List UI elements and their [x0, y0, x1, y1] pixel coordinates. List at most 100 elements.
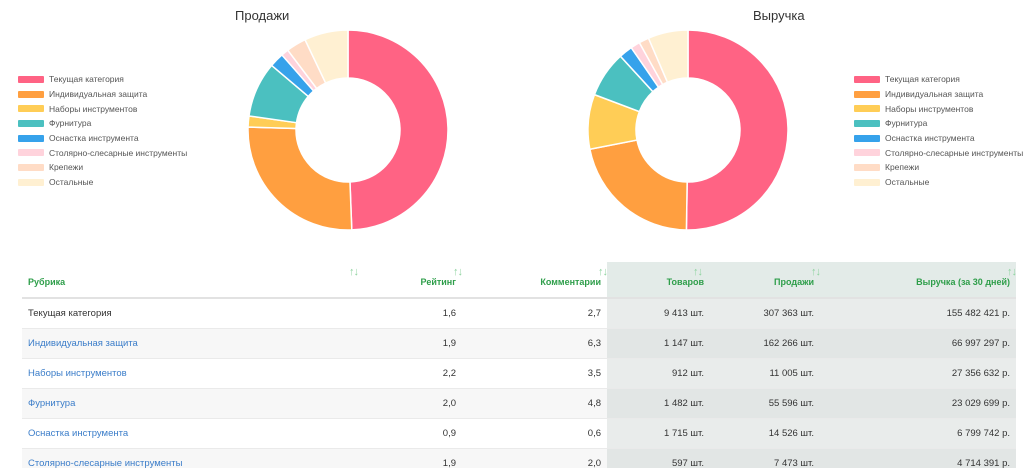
- legend-item[interactable]: Фурнитура: [854, 116, 1023, 131]
- legend-item[interactable]: Наборы инструментов: [854, 101, 1023, 116]
- legend-label: Фурнитура: [49, 118, 92, 129]
- revenue-cell: 4 714 391 р.: [820, 448, 1016, 468]
- comments-cell: 0,6: [462, 418, 607, 449]
- revenue-chart: Выручка Текущая категория Индивидуальная …: [512, 0, 1024, 240]
- column-header-rating[interactable]: Рейтинг ↑↓: [362, 262, 463, 299]
- rubric-cell[interactable]: Наборы инструментов: [22, 358, 362, 389]
- sort-icon[interactable]: ↑↓: [598, 266, 608, 278]
- legend-item[interactable]: Крепежи: [854, 160, 1023, 175]
- legend-item[interactable]: Фурнитура: [18, 116, 187, 131]
- legend-swatch: [18, 149, 44, 157]
- comments-cell: 2,0: [462, 448, 607, 468]
- table-body: Текущая категория 1,6 2,7 9 413 шт. 307 363 …: [22, 298, 1016, 468]
- column-header-comments[interactable]: Комментарии ↑↓: [462, 262, 608, 299]
- legend-item[interactable]: Столярно-слесарные инструменты: [854, 145, 1023, 160]
- donut-slice[interactable]: [347, 29, 449, 231]
- comments-cell: 6,3: [462, 328, 607, 359]
- sort-icon[interactable]: ↑↓: [1007, 266, 1017, 278]
- sales-chart: Продажи Текущая категория Индивидуальная …: [0, 0, 512, 240]
- legend-swatch: [18, 163, 44, 171]
- legend-label: Столярно-слесарные инструменты: [885, 147, 1024, 158]
- column-header-goods[interactable]: Товаров ↑↓: [607, 262, 710, 299]
- rubric-cell[interactable]: Индивидуальная защита: [22, 328, 362, 359]
- legend-label: Текущая категория: [49, 74, 124, 85]
- sales-cell: 11 005 шт.: [710, 358, 820, 389]
- legend-item[interactable]: Наборы инструментов: [18, 101, 187, 116]
- legend-item[interactable]: Текущая категория: [18, 72, 187, 87]
- sales-cell: 162 266 шт.: [710, 328, 820, 359]
- legend-label: Оснастка инструмента: [885, 133, 975, 144]
- sort-icon[interactable]: ↑↓: [453, 266, 463, 278]
- legend-label: Индивидуальная защита: [885, 89, 984, 100]
- rating-cell: 1,6: [362, 298, 462, 329]
- rubric-cell[interactable]: Столярно-слесарные инструменты: [22, 448, 362, 468]
- column-header-revenue[interactable]: Выручка (за 30 дней) ↑↓: [820, 262, 1017, 299]
- legend-item[interactable]: Остальные: [18, 175, 187, 190]
- legend-label: Остальные: [885, 177, 930, 188]
- donut-slice[interactable]: [304, 29, 349, 85]
- legend-swatch: [854, 149, 880, 157]
- goods-cell: 1 147 шт.: [607, 328, 710, 359]
- donut-slice[interactable]: [647, 29, 689, 84]
- comments-cell: 3,5: [462, 358, 607, 389]
- legend-item[interactable]: Остальные: [854, 175, 1023, 190]
- rubric-cell[interactable]: Фурнитура: [22, 388, 362, 419]
- sort-icon[interactable]: ↑↓: [349, 266, 359, 278]
- donut-slice[interactable]: [685, 29, 789, 231]
- legend-swatch: [18, 119, 44, 127]
- table-header-row: Рубрика ↑↓ Рейтинг ↑↓ Комментарии ↑↓ Тов…: [22, 262, 1017, 299]
- table-row: Текущая категория 1,6 2,7 9 413 шт. 307 363 …: [22, 298, 1016, 329]
- sales-chart-legend: Текущая категория Индивидуальная защита На…: [18, 72, 187, 190]
- rubric-table: Рубрика ↑↓ Рейтинг ↑↓ Комментарии ↑↓ Тов…: [22, 262, 1017, 468]
- column-header-sales[interactable]: Продажи ↑↓: [710, 262, 821, 299]
- donut-slice[interactable]: [247, 126, 353, 231]
- rubric-cell[interactable]: Оснастка инструмента: [22, 418, 362, 449]
- legend-label: Крепежи: [885, 162, 920, 173]
- goods-cell: 1 482 шт.: [607, 388, 710, 419]
- sort-icon[interactable]: ↑↓: [811, 266, 821, 278]
- goods-cell: 9 413 шт.: [607, 298, 710, 329]
- legend-swatch: [18, 90, 44, 98]
- legend-item[interactable]: Индивидуальная защита: [854, 87, 1023, 102]
- legend-label: Столярно-слесарные инструменты: [49, 147, 188, 158]
- legend-item[interactable]: Столярно-слесарные инструменты: [18, 145, 187, 160]
- sales-cell: 55 596 шт.: [710, 388, 820, 419]
- revenue-cell: 27 356 632 р.: [820, 358, 1016, 389]
- rating-cell: 1,9: [362, 328, 462, 359]
- legend-label: Оснастка инструмента: [49, 133, 139, 144]
- legend-item[interactable]: Текущая категория: [854, 72, 1023, 87]
- sales-cell: 307 363 шт.: [710, 298, 820, 329]
- column-header-rubric[interactable]: Рубрика ↑↓: [22, 262, 362, 299]
- goods-cell: 912 шт.: [607, 358, 710, 389]
- revenue-cell: 155 482 421 р.: [820, 298, 1016, 329]
- legend-item[interactable]: Крепежи: [18, 160, 187, 175]
- legend-swatch: [18, 134, 44, 142]
- legend-item[interactable]: Оснастка инструмента: [854, 131, 1023, 146]
- table-row: Оснастка инструмента 0,9 0,6 1 715 шт. 14 52…: [22, 418, 1016, 449]
- goods-cell: 597 шт.: [607, 448, 710, 468]
- legend-label: Остальные: [49, 177, 94, 188]
- legend-item[interactable]: Оснастка инструмента: [18, 131, 187, 146]
- legend-label: Наборы инструментов: [885, 103, 974, 114]
- legend-swatch: [854, 90, 880, 98]
- legend-item[interactable]: Индивидуальная защита: [18, 87, 187, 102]
- sort-icon[interactable]: ↑↓: [693, 266, 703, 278]
- revenue-cell: 6 799 742 р.: [820, 418, 1016, 449]
- revenue-chart-legend: Текущая категория Индивидуальная защита На…: [854, 72, 1023, 190]
- donut-slice[interactable]: [588, 139, 688, 231]
- rating-cell: 0,9: [362, 418, 462, 449]
- legend-swatch: [18, 75, 44, 83]
- legend-swatch: [18, 178, 44, 186]
- sales-cell: 7 473 шт.: [710, 448, 820, 468]
- sales-chart-title: Продажи: [235, 8, 290, 23]
- legend-label: Наборы инструментов: [49, 103, 138, 114]
- sales-donut: [247, 29, 449, 231]
- legend-swatch: [854, 75, 880, 83]
- rubric-cell: Текущая категория: [22, 298, 362, 329]
- legend-label: Фурнитура: [885, 118, 928, 129]
- legend-label: Крепежи: [49, 162, 84, 173]
- legend-swatch: [854, 163, 880, 171]
- legend-swatch: [854, 119, 880, 127]
- comments-cell: 2,7: [462, 298, 607, 329]
- legend-label: Текущая категория: [885, 74, 960, 85]
